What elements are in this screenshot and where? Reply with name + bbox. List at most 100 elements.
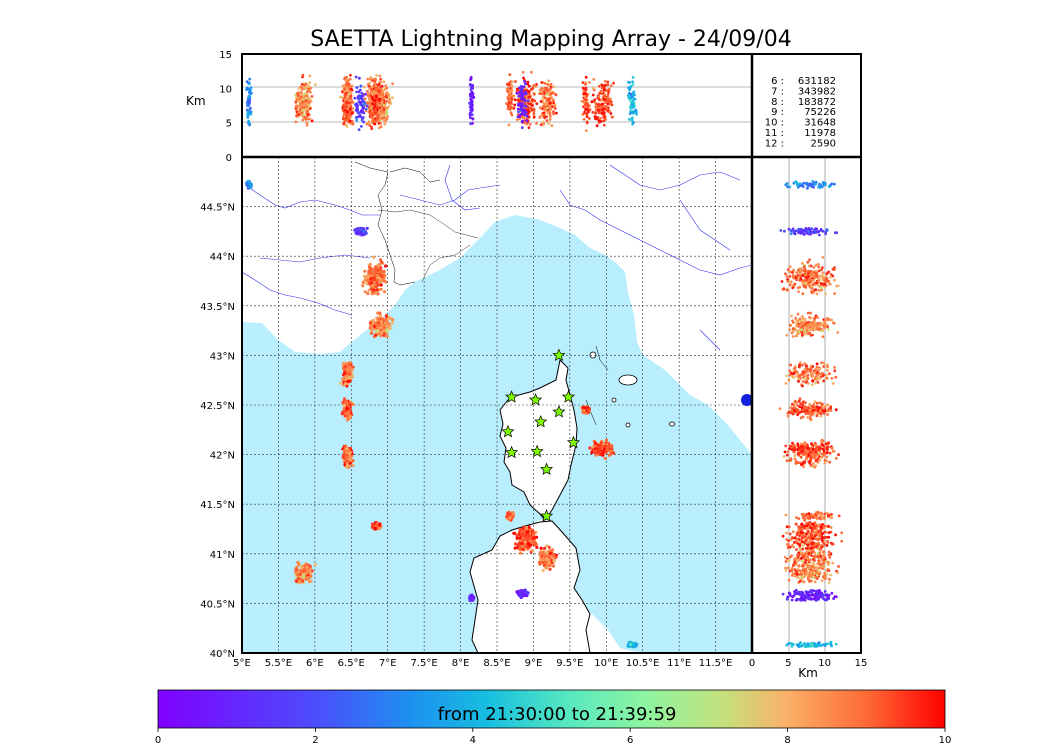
lightning-dot [382, 101, 386, 104]
lightning-dot [818, 409, 822, 412]
lightning-dot [528, 537, 532, 542]
lightning-dot [818, 458, 822, 462]
lightning-dot [788, 328, 792, 332]
lightning-dot [787, 378, 791, 382]
lightning-dot [367, 269, 371, 273]
lightning-dot [373, 99, 377, 102]
lightning-dot [373, 526, 377, 531]
lightning-dot [545, 102, 548, 106]
lightning-dot [601, 449, 605, 454]
lightning-dot [804, 278, 808, 282]
lightning-dot [815, 362, 819, 366]
lightning-dot [377, 265, 381, 269]
lightning-dot [517, 110, 520, 114]
lightning-dot [632, 90, 636, 94]
lightning-dot [359, 84, 363, 88]
lightning-dot [375, 100, 379, 104]
lightning-dot [805, 527, 808, 530]
lightning-dot [815, 571, 819, 575]
lightning-dot [341, 96, 344, 99]
lightning-dot [792, 274, 795, 277]
lightning-dot [518, 527, 522, 532]
lightning-dot [794, 460, 798, 463]
lightning-dot [373, 265, 378, 269]
lightning-dot [799, 277, 803, 281]
lightning-dot [523, 530, 527, 535]
lightning-dot [532, 536, 536, 540]
lightning-dot [247, 119, 251, 123]
lightning-dot [551, 564, 556, 568]
lightning-dot [520, 533, 524, 537]
lightning-dot [797, 380, 800, 383]
lightning-dot [549, 82, 553, 86]
lightning-dot [308, 100, 312, 104]
lightning-dot [368, 102, 372, 106]
lightning-dot [547, 122, 551, 125]
lightning-dot [517, 589, 522, 594]
lightning-dot [793, 371, 796, 375]
lightning-dot [552, 98, 555, 102]
lightning-dot [376, 97, 380, 101]
lightning-dot [365, 226, 369, 230]
lightning-dot [345, 370, 350, 374]
lightning-dot [301, 108, 305, 112]
lightning-dot [809, 282, 813, 286]
lightning-dot [600, 90, 603, 93]
lightning-dot [508, 86, 512, 90]
altitude-top-tick-label: 10 [219, 84, 232, 95]
lightning-dot [821, 255, 825, 259]
lightning-dot [313, 563, 317, 567]
lat-tick-label: 44°N [210, 252, 235, 263]
lightning-dot [539, 88, 542, 91]
lightning-dot [539, 100, 543, 103]
lightning-dot [587, 110, 590, 114]
lightning-dot [604, 438, 609, 442]
lightning-dot [525, 546, 530, 550]
lightning-dot [808, 573, 812, 577]
lightning-dot [302, 105, 306, 109]
chart-title: SAETTA Lightning Mapping Array - 24/09/0… [310, 27, 791, 52]
lightning-dot [799, 402, 802, 405]
lightning-dot [816, 373, 820, 377]
lightning-dot [525, 535, 529, 540]
lightning-dot [818, 367, 822, 370]
lightning-dot [815, 565, 818, 569]
lightning-dot [788, 369, 791, 373]
lightning-dot [469, 122, 472, 126]
lightning-dot [806, 377, 810, 380]
lightning-dot [345, 418, 350, 422]
lightning-dot [836, 571, 840, 575]
lightning-dot [803, 362, 807, 365]
lightning-dot [535, 122, 538, 125]
lightning-dot [788, 283, 792, 287]
station-marker [561, 390, 575, 403]
lightning-dot [798, 405, 802, 408]
lightning-dot [800, 330, 804, 334]
lightning-dot [360, 91, 364, 95]
lightning-dot [308, 97, 311, 100]
lightning-dot [372, 291, 376, 295]
lightning-dot [584, 75, 588, 79]
lightning-dot [808, 579, 812, 583]
lightning-dot [516, 543, 520, 547]
lightning-dot [801, 444, 805, 448]
lightning-dot [796, 404, 799, 407]
station-marker [539, 462, 554, 476]
lightning-dot [350, 98, 353, 102]
lon-tick-label: 7.5°E [411, 658, 438, 669]
lightning-dot [790, 403, 794, 406]
lightning-dot [377, 332, 381, 336]
lightning-dot [547, 88, 551, 92]
lightning-dot [823, 461, 827, 465]
lightning-dot [548, 118, 552, 121]
lightning-dot [543, 82, 547, 85]
lightning-dot [530, 70, 533, 74]
lightning-dot [523, 104, 526, 107]
lightning-dot [344, 374, 348, 378]
lightning-dot [519, 595, 523, 600]
lightning-dot [794, 522, 798, 526]
lightning-dot [371, 522, 375, 526]
lightning-dot [513, 98, 517, 102]
lightning-dot [350, 119, 354, 123]
